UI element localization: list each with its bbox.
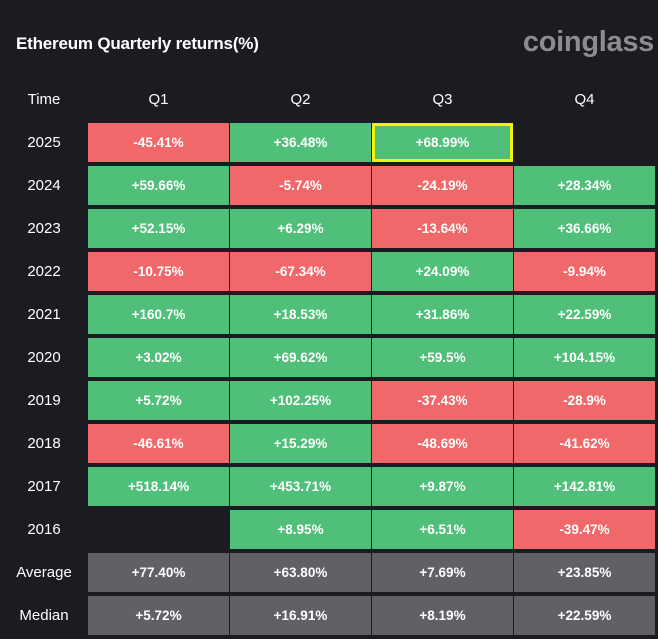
cell-median-q4: +22.59% — [514, 596, 655, 635]
row-label-2019: 2019 — [27, 392, 61, 409]
column-header-q4: Q4 — [574, 91, 595, 108]
cell-2016-q3: +6.51% — [372, 510, 513, 549]
row-label-2020: 2020 — [27, 349, 61, 366]
cell-2017-q2: +453.71% — [230, 467, 371, 506]
row-label-2017: 2017 — [27, 478, 61, 495]
cell-2021-q1: +160.7% — [88, 295, 229, 334]
brand-logo: coinglass — [522, 26, 654, 58]
row-label-2022: 2022 — [27, 263, 61, 280]
cell-2023-q3: -13.64% — [372, 209, 513, 248]
row-label-median: Median — [19, 607, 69, 624]
cell-2023-q4: +36.66% — [514, 209, 655, 248]
cell-2021-q3: +31.86% — [372, 295, 513, 334]
cell-average-q3: +7.69% — [372, 553, 513, 592]
chart-header: Ethereum Quarterly returns(%) coinglass — [0, 0, 658, 88]
cell-2020-q4: +104.15% — [514, 338, 655, 377]
cell-median-q3: +8.19% — [372, 596, 513, 635]
cell-2018-q2: +15.29% — [230, 424, 371, 463]
cell-2016-q2: +8.95% — [230, 510, 371, 549]
cell-average-q4: +23.85% — [514, 553, 655, 592]
cell-2023-q2: +6.29% — [230, 209, 371, 248]
cell-2025-q4 — [514, 123, 655, 162]
column-header-q2: Q2 — [290, 91, 311, 108]
cell-2019-q3: -37.43% — [372, 381, 513, 420]
row-label-2023: 2023 — [27, 220, 61, 237]
cell-2022-q3: +24.09% — [372, 252, 513, 291]
cell-2024-q3: -24.19% — [372, 166, 513, 205]
cell-2019-q4: -28.9% — [514, 381, 655, 420]
cell-2020-q1: +3.02% — [88, 338, 229, 377]
cell-2017-q3: +9.87% — [372, 467, 513, 506]
cell-2024-q1: +59.66% — [88, 166, 229, 205]
cell-2022-q1: -10.75% — [88, 252, 229, 291]
row-label-2021: 2021 — [27, 306, 61, 323]
cell-median-q1: +5.72% — [88, 596, 229, 635]
cell-median-q2: +16.91% — [230, 596, 371, 635]
row-label-2025: 2025 — [27, 134, 61, 151]
cell-2023-q1: +52.15% — [88, 209, 229, 248]
row-label-2018: 2018 — [27, 435, 61, 452]
cell-2018-q1: -46.61% — [88, 424, 229, 463]
cell-2018-q4: -41.62% — [514, 424, 655, 463]
cell-2024-q4: +28.34% — [514, 166, 655, 205]
cell-average-q1: +77.40% — [88, 553, 229, 592]
cell-2020-q3: +59.5% — [372, 338, 513, 377]
column-header-q1: Q1 — [148, 91, 169, 108]
cell-2024-q2: -5.74% — [230, 166, 371, 205]
row-label-2024: 2024 — [27, 177, 61, 194]
chart-title: Ethereum Quarterly returns(%) — [16, 34, 259, 53]
cell-2017-q4: +142.81% — [514, 467, 655, 506]
row-label-2016: 2016 — [27, 521, 61, 538]
cell-2022-q2: -67.34% — [230, 252, 371, 291]
cell-2025-q2: +36.48% — [230, 123, 371, 162]
cell-2016-q1 — [88, 510, 229, 549]
cell-2025-q1: -45.41% — [88, 123, 229, 162]
cell-2018-q3: -48.69% — [372, 424, 513, 463]
cell-2019-q1: +5.72% — [88, 381, 229, 420]
cell-2022-q4: -9.94% — [514, 252, 655, 291]
cell-2016-q4: -39.47% — [514, 510, 655, 549]
cell-2021-q2: +18.53% — [230, 295, 371, 334]
column-header-time: Time — [27, 91, 61, 108]
cell-2025-q3: +68.99% — [372, 123, 513, 162]
cell-2019-q2: +102.25% — [230, 381, 371, 420]
cell-2020-q2: +69.62% — [230, 338, 371, 377]
column-header-q3: Q3 — [432, 91, 453, 108]
cell-average-q2: +63.80% — [230, 553, 371, 592]
cell-2021-q4: +22.59% — [514, 295, 655, 334]
cell-2017-q1: +518.14% — [88, 467, 229, 506]
row-label-average: Average — [16, 564, 72, 581]
